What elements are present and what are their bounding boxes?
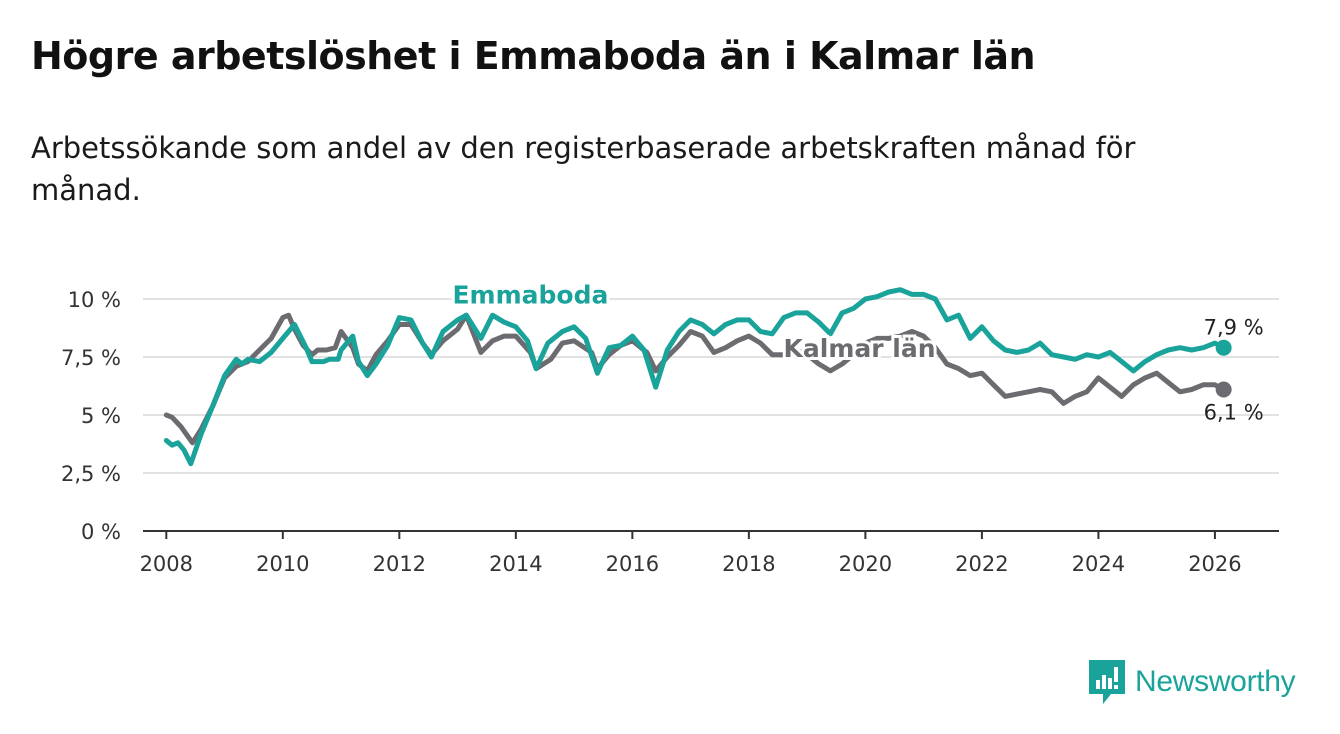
series-endpoint-emmaboda xyxy=(1215,339,1232,356)
x-tick-label: 2022 xyxy=(955,552,1008,576)
x-tick-label: 2010 xyxy=(256,552,309,576)
axes: 0 % 2,5 % 5 % 7,5 % 10 % 2008 2010 2012 2014 2016… xyxy=(61,288,1279,576)
x-tick-label: 2018 xyxy=(722,552,775,576)
series-line-emmaboda xyxy=(163,287,1227,467)
series-line-kalmar-l-n xyxy=(163,312,1227,446)
brand-name: Newsworthy xyxy=(1135,665,1296,698)
series-end-label-emmaboda: 7,9 % xyxy=(1204,316,1264,340)
chart-subtitle: Arbetssökande som andel av den registerb… xyxy=(31,131,1136,207)
y-tick-label: 5 % xyxy=(81,404,121,428)
series-endpoint-kalmar-l-n xyxy=(1215,381,1232,398)
x-tick-label: 2012 xyxy=(373,552,426,576)
bar-chart-logo-icon xyxy=(1089,660,1125,704)
x-tick-label: 2026 xyxy=(1188,552,1241,576)
series-name-label-emmaboda: Emmaboda xyxy=(452,281,608,310)
y-tick-label: 7,5 % xyxy=(61,346,121,370)
x-tick-label: 2020 xyxy=(839,552,892,576)
series-lines xyxy=(163,287,1232,467)
x-tick-label: 2024 xyxy=(1072,552,1125,576)
y-tick-label: 2,5 % xyxy=(61,462,121,486)
x-tick-label: 2008 xyxy=(140,552,193,576)
y-tick-label: 10 % xyxy=(68,288,121,312)
chart-title: Högre arbetslöshet i Emmaboda än i Kalma… xyxy=(31,34,1036,78)
x-tick-label: 2014 xyxy=(489,552,542,576)
series-labels: 6,1 % Kalmar län 7,9 % Emmaboda xyxy=(449,278,1264,425)
series-end-label-kalmar-l-n: 6,1 % xyxy=(1204,400,1264,424)
brand-logo: Newsworthy xyxy=(1089,660,1296,704)
series-name-label-kalmar-l-n: Kalmar län xyxy=(784,334,936,363)
y-tick-label: 0 % xyxy=(81,520,121,544)
x-tick-label: 2016 xyxy=(606,552,659,576)
